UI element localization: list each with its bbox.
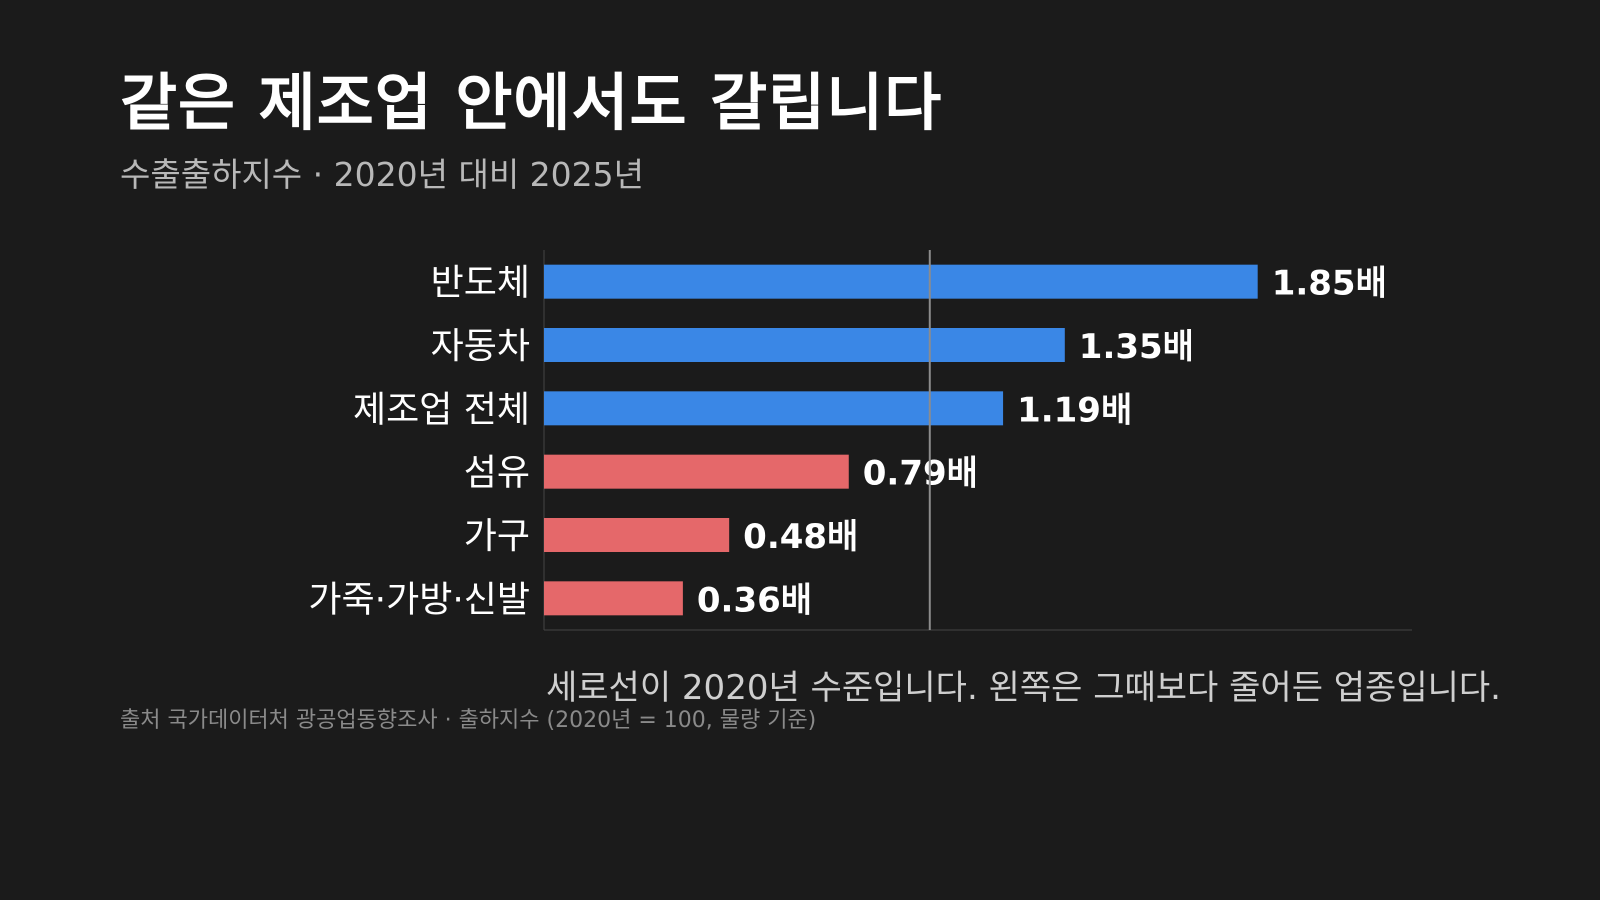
category-label-1: 반도체 xyxy=(431,263,530,304)
source-text: 출처 국가데이터처 광공업동향조사 · 출하지수 (2020년 = 100, 물… xyxy=(120,708,817,733)
bar-4 xyxy=(544,454,849,489)
value-label-1: 1.85배 xyxy=(1272,264,1387,304)
bar-6 xyxy=(544,581,683,616)
value-label-3: 1.19배 xyxy=(1017,390,1132,430)
bar-5 xyxy=(544,518,730,552)
category-label-5: 가구 xyxy=(464,516,530,557)
reference-note: 세로선이 2020년 수준입니다. 왼쪽은 그때보다 줄어든 업종입니다. xyxy=(546,668,1501,708)
category-label-3: 제조업 전체 xyxy=(353,389,530,430)
category-label-6: 가죽·가방·신발 xyxy=(308,579,530,620)
value-label-6: 0.36배 xyxy=(697,580,812,620)
category-label-4: 섬유 xyxy=(464,453,530,494)
value-label-4: 0.79배 xyxy=(863,454,978,494)
category-label-2: 자동차 xyxy=(431,326,530,367)
value-label-5: 0.48배 xyxy=(743,517,858,557)
chart-subtitle: 수출출하지수 · 2020년 대비 2025년 xyxy=(120,155,645,194)
value-label-2: 1.35배 xyxy=(1079,327,1194,367)
bar-3 xyxy=(544,391,1004,426)
bar-1 xyxy=(544,264,1258,299)
chart-title: 같은 제조업 안에서도 갈립니다 xyxy=(120,66,943,139)
bar-2 xyxy=(544,328,1065,362)
